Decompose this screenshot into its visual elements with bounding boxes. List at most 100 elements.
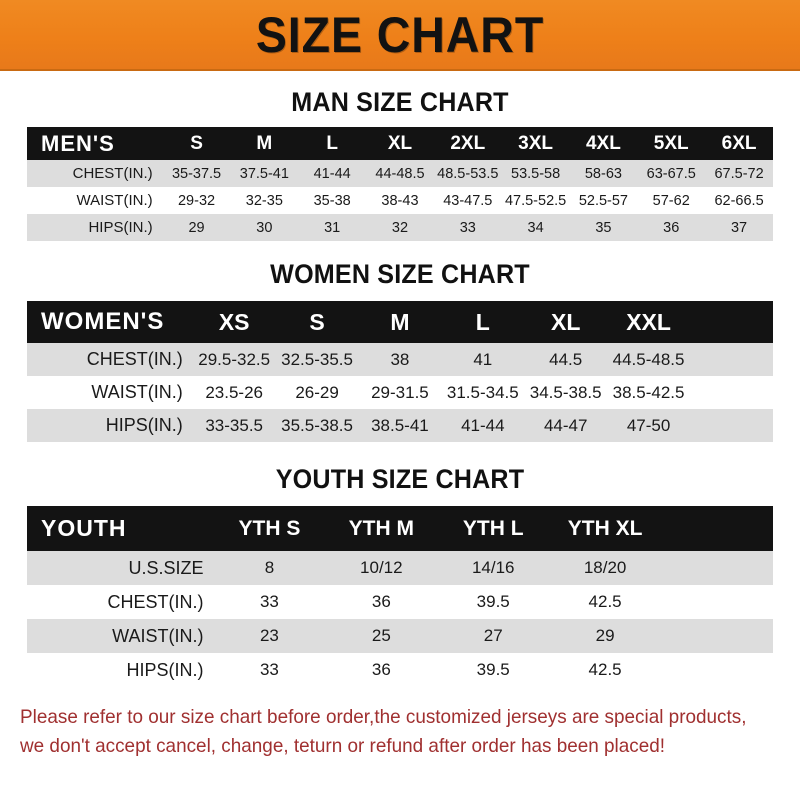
youth-row-label-3: HIPS(IN.) xyxy=(126,659,204,680)
women-cell-1-1: 26-29 xyxy=(295,382,339,402)
youth-cell-3-3: 42.5 xyxy=(588,660,622,679)
youth-cell-3-2: 39.5 xyxy=(476,660,510,679)
youth-size-header-2: YTH L xyxy=(462,516,524,540)
men-cell-2-2: 31 xyxy=(324,219,341,236)
women-size-header-1: S xyxy=(309,308,325,335)
disclaimer-line-2: we don't accept cancel, change, teturn o… xyxy=(20,735,666,758)
page-banner: SIZE CHART xyxy=(0,0,800,71)
youth-table-header-row: YOUTH YTH S YTH M YTH L YTH XL xyxy=(27,506,773,551)
youth-size-table-wrapper: YOUTH YTH S YTH M YTH L YTH XL U.S.SIZE 8 10/12… xyxy=(27,506,773,687)
disclaimer-line-1: Please refer to our size chart before or… xyxy=(20,706,747,728)
youth-size-header-1: YTH M xyxy=(348,516,414,540)
youth-cell-1-3: 42.5 xyxy=(588,592,622,611)
men-cell-1-7: 57-62 xyxy=(652,192,690,209)
youth-cell-3-1: 36 xyxy=(371,660,391,679)
men-cell-1-0: 29-32 xyxy=(177,192,216,209)
women-cell-0-4: 44.5 xyxy=(549,349,583,369)
youth-table-row: HIPS(IN.) 33 36 39.5 42.5 xyxy=(27,653,773,687)
men-cell-1-6: 52.5-57 xyxy=(578,192,628,209)
women-section-title: WOMEN SIZE CHART xyxy=(270,259,530,289)
men-cell-2-4: 33 xyxy=(459,219,476,236)
men-size-table: MEN'S S M L XL 2XL 3XL 4XL 5XL 6XL CHEST(IN.) 35-37… xyxy=(27,127,773,241)
men-cell-0-6: 58-63 xyxy=(584,165,622,182)
men-cell-2-7: 36 xyxy=(663,219,680,236)
women-header-label: WOMEN'S xyxy=(41,308,165,335)
youth-cell-1-1: 36 xyxy=(371,592,391,611)
youth-table-row: CHEST(IN.) 33 36 39.5 42.5 xyxy=(27,585,773,619)
men-table-row: CHEST(IN.) 35-37.5 37.5-41 41-44 44-48.5 48.5… xyxy=(27,160,773,187)
men-size-table-wrapper: MEN'S S M L XL 2XL 3XL 4XL 5XL 6XL CHEST(IN.) 35-37… xyxy=(27,127,773,241)
women-table-header-row: WOMEN'S XS S M L XL XXL xyxy=(27,301,773,343)
women-cell-2-5: 47-50 xyxy=(626,415,671,435)
women-cell-2-2: 38.5-41 xyxy=(371,415,429,435)
men-table-row: HIPS(IN.) 29 30 31 32 33 34 35 36 37 xyxy=(27,214,773,241)
women-size-header-2: M xyxy=(390,308,410,335)
men-size-header-7: 5XL xyxy=(653,132,689,154)
men-cell-2-3: 32 xyxy=(391,219,409,236)
women-size-header-3: L xyxy=(475,308,490,335)
women-row-filler xyxy=(690,376,773,409)
men-size-header-4: 2XL xyxy=(450,132,486,154)
men-size-header-8: 6XL xyxy=(721,132,757,154)
men-cell-2-1: 30 xyxy=(256,219,273,236)
men-table-row: WAIST(IN.) 29-32 32-35 35-38 38-43 43-47.5 47.… xyxy=(27,187,773,214)
men-row-label-2: HIPS(IN.) xyxy=(88,219,153,236)
youth-table-body: YOUTH YTH S YTH M YTH L YTH XL U.S.SIZE 8 10/12… xyxy=(27,506,773,687)
women-size-header-4: XL xyxy=(550,308,581,335)
women-cell-0-5: 44.5-48.5 xyxy=(612,349,685,369)
youth-size-header-3: YTH XL xyxy=(567,516,643,540)
women-cell-0-0: 29.5-32.5 xyxy=(198,349,271,369)
youth-cell-3-0: 33 xyxy=(259,660,279,679)
women-table-row: CHEST(IN.) 29.5-32.5 32.5-35.5 38 41 44.5 44.5… xyxy=(27,343,773,376)
men-cell-0-1: 37.5-41 xyxy=(239,165,289,182)
order-disclaimer: Please refer to our size chart before or… xyxy=(20,703,757,762)
men-cell-1-1: 32-35 xyxy=(245,192,283,209)
youth-size-header-0: YTH S xyxy=(238,516,301,540)
women-cell-1-2: 29-31.5 xyxy=(371,382,429,402)
women-size-header-5: XXL xyxy=(626,308,671,335)
women-cell-2-4: 44-47 xyxy=(543,415,588,435)
youth-row-filler xyxy=(661,551,773,585)
men-row-label-0: CHEST(IN.) xyxy=(72,165,153,182)
youth-row-label-0: U.S.SIZE xyxy=(128,557,204,578)
men-size-header-2: L xyxy=(326,132,338,154)
men-size-header-5: 3XL xyxy=(518,132,554,154)
men-cell-2-6: 35 xyxy=(595,219,612,236)
women-size-table-wrapper: WOMEN'S XS S M L XL XXL CHEST(IN.) 29.5-32.5 32.5… xyxy=(27,301,773,442)
men-cell-2-5: 34 xyxy=(527,219,544,236)
women-cell-2-1: 35.5-38.5 xyxy=(281,415,353,435)
men-size-header-0: S xyxy=(190,132,203,154)
men-cell-1-3: 38-43 xyxy=(381,192,419,209)
men-cell-0-3: 44-48.5 xyxy=(375,165,425,182)
men-table-header-row: MEN'S S M L XL 2XL 3XL 4XL 5XL 6XL xyxy=(27,127,773,160)
youth-header-label: YOUTH xyxy=(41,515,127,541)
men-header-label: MEN'S xyxy=(41,130,115,156)
youth-header-filler xyxy=(661,506,773,551)
men-cell-1-5: 47.5-52.5 xyxy=(504,192,567,209)
women-size-header-0: XS xyxy=(218,308,250,335)
youth-cell-0-3: 18/20 xyxy=(583,558,627,577)
youth-cell-2-2: 27 xyxy=(483,626,503,645)
youth-cell-2-3: 29 xyxy=(595,626,615,645)
women-header-filler xyxy=(690,301,773,343)
men-cell-0-5: 53.5-58 xyxy=(511,165,561,182)
youth-cell-1-2: 39.5 xyxy=(476,592,510,611)
youth-row-filler xyxy=(661,619,773,653)
men-cell-2-0: 29 xyxy=(188,219,205,236)
men-cell-0-2: 41-44 xyxy=(313,165,351,182)
men-table-body: MEN'S S M L XL 2XL 3XL 4XL 5XL 6XL CHEST(IN.) 35-37… xyxy=(27,127,773,241)
youth-row-filler xyxy=(661,653,773,687)
youth-size-table: YOUTH YTH S YTH M YTH L YTH XL U.S.SIZE 8 10/12… xyxy=(27,506,773,687)
men-cell-1-2: 35-38 xyxy=(313,192,351,209)
youth-row-filler xyxy=(661,585,773,619)
youth-cell-0-0: 8 xyxy=(264,558,275,577)
page-title: SIZE CHART xyxy=(255,6,545,63)
women-row-filler xyxy=(690,343,773,376)
men-section-title: MAN SIZE CHART xyxy=(291,87,509,117)
men-cell-2-8: 37 xyxy=(730,219,748,236)
women-row-label-0: CHEST(IN.) xyxy=(86,349,183,369)
women-table-row: WAIST(IN.) 23.5-26 26-29 29-31.5 31.5-34.5 34… xyxy=(27,376,773,409)
women-cell-2-3: 41-44 xyxy=(461,415,505,435)
men-cell-0-8: 67.5-72 xyxy=(714,165,764,182)
youth-row-label-1: CHEST(IN.) xyxy=(107,591,204,612)
